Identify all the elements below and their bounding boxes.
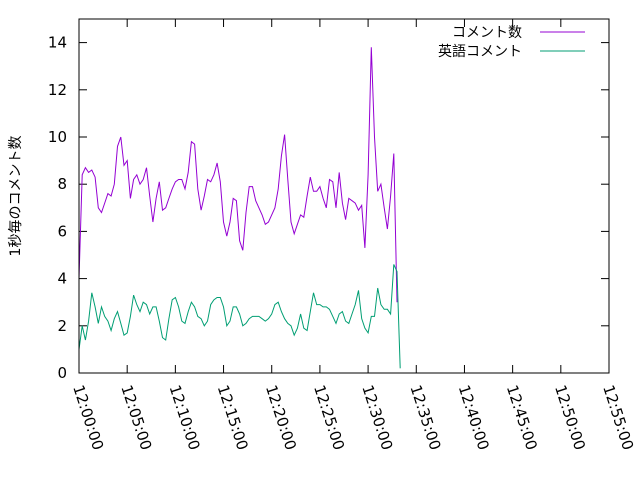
y-tick-label: 0	[57, 364, 67, 382]
x-tick-label: 12:35:00	[406, 383, 444, 453]
y-tick-label: 10	[48, 128, 67, 146]
series-line-0	[78, 47, 398, 303]
legend-label: コメント数	[452, 25, 522, 41]
x-tick-label: 12:45:00	[503, 383, 541, 453]
x-tick-label: 12:15:00	[214, 383, 252, 453]
x-tick-label: 12:10:00	[166, 383, 204, 453]
y-tick-label: 4	[57, 270, 67, 288]
y-axis-title: 1秒毎のコメント数	[8, 136, 24, 257]
x-tick-label: 12:55:00	[599, 383, 637, 453]
x-tick-label: 12:05:00	[117, 383, 155, 453]
plot-frame	[78, 18, 610, 374]
series-line-1	[78, 264, 401, 369]
y-tick-label: 2	[57, 317, 67, 335]
y-tick-label: 8	[57, 175, 67, 193]
x-tick-label: 12:20:00	[262, 383, 300, 453]
x-axis-ticks: 12:00:00 12:05:00 12:10:00 12:15:00 12:20:00…	[69, 19, 637, 452]
series-layer	[78, 47, 401, 369]
y-tick-label: 6	[57, 222, 67, 240]
legend-label: 英語コメント	[438, 43, 522, 60]
x-tick-label: 12:30:00	[358, 383, 396, 453]
x-tick-label: 12:40:00	[455, 383, 493, 453]
y-axis-label: 1秒毎のコメント数	[8, 136, 24, 257]
y-tick-label: 14	[48, 34, 67, 52]
x-tick-label: 12:00:00	[69, 383, 107, 453]
y-tick-label: 12	[48, 81, 67, 99]
x-tick-label: 12:50:00	[551, 383, 589, 453]
y-axis-ticks: 0 2 4 6 8 10 12 14	[48, 34, 609, 382]
x-tick-label: 12:25:00	[310, 383, 348, 453]
